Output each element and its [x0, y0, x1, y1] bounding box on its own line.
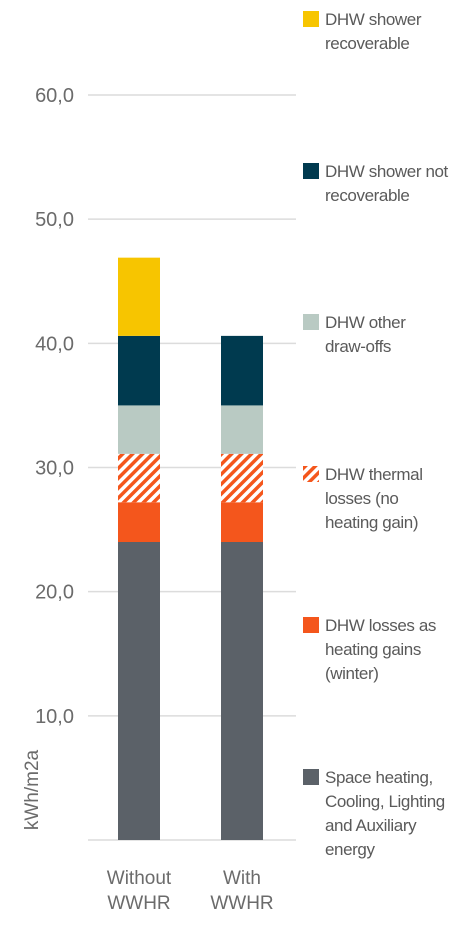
bar-segment [118, 405, 160, 454]
legend-label: DHW thermal losses (no heating gain) [325, 464, 423, 532]
legend-swatch-fill [303, 465, 319, 482]
bar-segment [221, 502, 263, 542]
bar-segment [118, 542, 160, 840]
y-axis-label: kWh/m2a [22, 749, 43, 830]
legend-item: DHW thermal losses (no heating gain) [303, 463, 449, 535]
bar-segment [221, 453, 263, 503]
legend-swatch-fill [303, 11, 319, 27]
legend-item: DHW shower recoverable [303, 8, 449, 56]
legend-swatch [303, 617, 319, 634]
bar-segment [221, 542, 263, 840]
bar-segment [118, 257, 160, 336]
x-tick-label: With WWHR [210, 868, 273, 914]
legend-label: DHW shower recoverable [325, 10, 422, 53]
bar-segment [118, 335, 160, 406]
x-tick-label: Without WWHR [107, 868, 172, 914]
legend-item: DHW losses as heating gains (winter) [303, 614, 449, 686]
y-tick-label: 50,0 [35, 209, 74, 231]
y-tick-label: 60,0 [35, 85, 74, 107]
bar-segment [118, 453, 160, 503]
legend-label: DHW other draw-offs [325, 313, 406, 357]
legend-swatch-fill [303, 162, 319, 179]
legend-swatch [303, 11, 319, 27]
bar-segment [118, 502, 160, 542]
legend-swatch [303, 314, 319, 331]
legend-label: Space heating, Cooling, Lighting and Aux… [325, 768, 445, 859]
y-tick-label: 30,0 [35, 458, 74, 480]
legend-label: DHW losses as heating gains (winter) [325, 616, 436, 684]
legend-item: DHW shower not recoverable [303, 160, 449, 208]
legend-swatch-fill [303, 314, 319, 331]
legend-item: Space heating, Cooling, Lighting and Aux… [303, 766, 449, 862]
bar-segment [221, 405, 263, 454]
legend-item: DHW other draw-offs [303, 311, 449, 359]
bar-segment [221, 335, 263, 406]
legend-swatch [303, 162, 319, 179]
y-tick-label: 20,0 [35, 582, 74, 604]
legend-label: DHW shower not recoverable [325, 161, 448, 205]
legend-swatch-fill [303, 769, 319, 785]
y-tick-label: 10,0 [35, 706, 74, 728]
legend-swatch-fill [303, 617, 319, 634]
y-tick-label: 40,0 [35, 333, 74, 355]
legend-swatch [303, 769, 319, 785]
legend-swatch [303, 465, 319, 482]
